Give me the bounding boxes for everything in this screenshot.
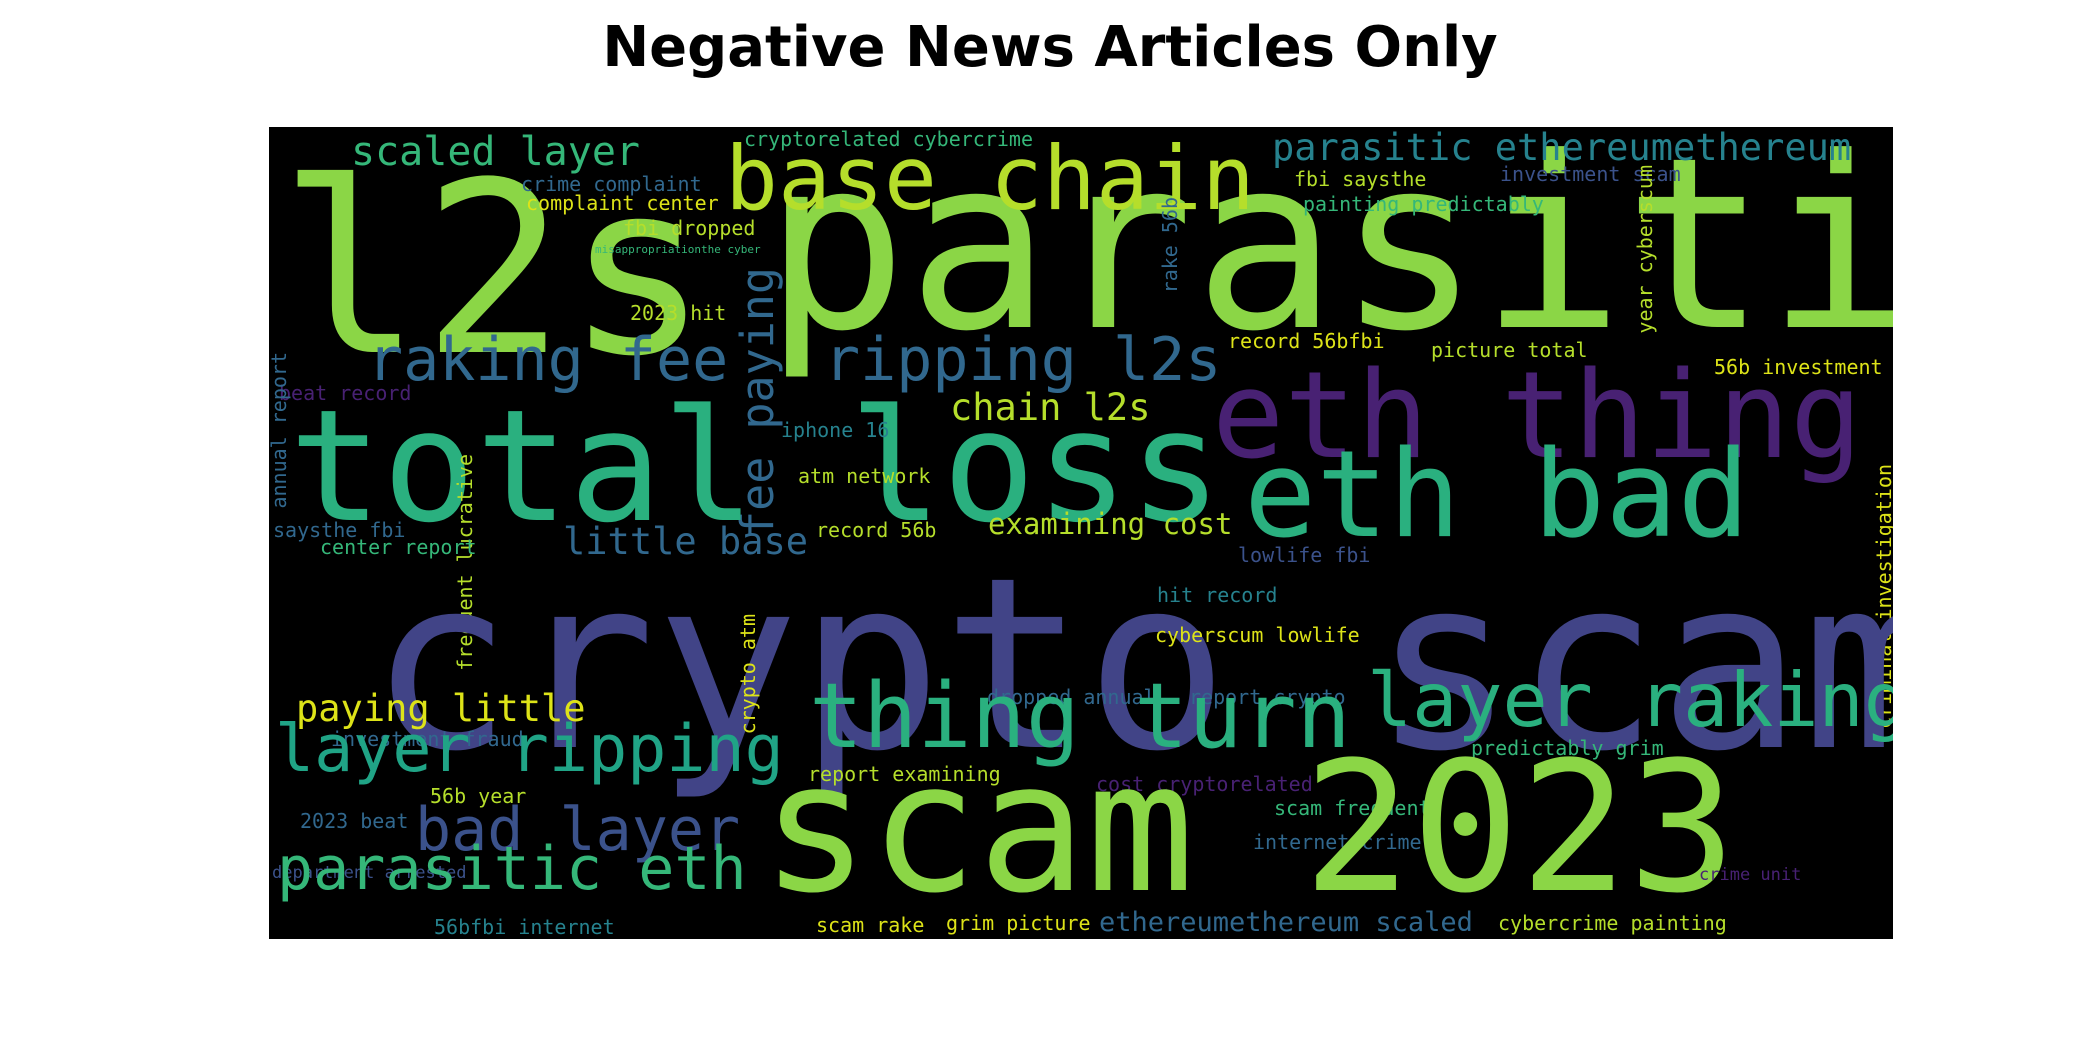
word-saysthe-fbi: saysthe fbi [273,518,406,542]
word-picture-total: picture total [1431,338,1588,362]
word-center-report: center report [320,535,477,559]
word-eth-thing: eth thing [1212,347,1863,486]
word-hit-record: hit record [1157,583,1278,607]
word-ethereumethereum-scaled: ethereumethereum scaled [1099,907,1473,938]
word-cost-cryptorelated: cost cryptorelated [1096,772,1313,796]
word-scam-rake: scam rake [816,913,925,937]
word-record-56b: record 56b [816,518,937,542]
word-paying-little: paying little [296,687,586,730]
word-crime-unit: crime unit [1699,865,1802,885]
word-parasitic-ethereumethereum: parasitic ethereumethereum [1272,127,1852,169]
word-fbi-dropped: fbi dropped [623,216,756,240]
word-report-crypto: report crypto [1189,685,1346,709]
word-parasitic-eth: parasitic eth [277,834,747,904]
word-thing-turn: thing turn [809,664,1351,769]
word-internet-crime: internet crime [1253,830,1422,854]
word-dropped-annual: dropped annual [987,685,1156,709]
word-bad-layer: bad layer [415,795,741,865]
word-parasitic: parasitic [764,127,1893,384]
word-department-arrested: department arrested [272,863,467,883]
word-fbi-saysthe: fbi saysthe [1294,167,1427,191]
word-cyberscum-lowlife: cyberscum lowlife [1155,623,1360,647]
word-investment-fraud: investment fraud [331,727,524,751]
word-scam-2023: scam 2023 [761,724,1737,933]
word-crime-complaint: crime complaint [521,172,702,196]
word-scam-frequent: scam frequent [1274,796,1431,820]
word-2023-beat: 2023 beat [300,809,409,833]
word-beat-record: beat record [279,381,412,405]
word-cybercrime-painting: cybercrime painting [1498,911,1727,935]
word-56b-year: 56b year [430,784,527,808]
word-2023-hit: 2023 hit [630,301,727,325]
word-crypto-scam: crypto scam [369,527,1893,804]
word-lowlife-fbi: lowlife fbi [1238,543,1371,567]
word-investment-scam: investment scam [1500,162,1681,186]
word-base-chain: base chain [725,127,1255,230]
word-examining-cost: examining cost [988,507,1233,541]
word-rake-56b: rake 56b [1158,197,1182,294]
word-total-loss: total loss [289,376,1223,557]
word-chain-l2s: chain l2s [950,386,1151,429]
word-little-base: little base [563,520,809,563]
word-layer-raking: layer raking [1367,656,1893,744]
word-record-56bfbi: record 56bfbi [1228,329,1385,353]
word-atm-network: atm network [798,464,931,488]
chart-title: Negative News Articles Only [602,15,1498,80]
word-56bfbi-internet: 56bfbi internet [434,915,615,939]
word-56b-investment: 56b investment [1714,355,1883,379]
word-misappropriationthe-cyber: misappropriationthe cyber [595,243,761,256]
word-grim-picture: grim picture [946,911,1091,935]
word-year-cyberscum: year cyberscum [1633,165,1657,334]
word-ripping-l2s: ripping l2s [824,325,1222,395]
word-predictably-grim: predictably grim [1471,736,1664,760]
word-painting-predictably: painting predictably [1303,192,1544,216]
word-layer-ripping: layer ripping [275,712,784,787]
word-complaint-center: complaint center [526,191,719,215]
word-annual-report: annual report [269,352,291,509]
word-cloud: l2sparasiticbase chain scaled layer crypto… [269,127,1893,939]
word-iphone-16: iphone 16 [781,418,890,442]
word-report-examining: report examining [808,762,1001,786]
word-eth-bad: eth bad [1244,426,1750,565]
word-scaled-layer: scaled layer [351,129,640,175]
word-cryptorelated-cybercrime: cryptorelated cybercrime [744,127,1033,151]
word-raking-fee: raking fee [367,325,729,395]
word-l2s: l2s [279,132,709,409]
